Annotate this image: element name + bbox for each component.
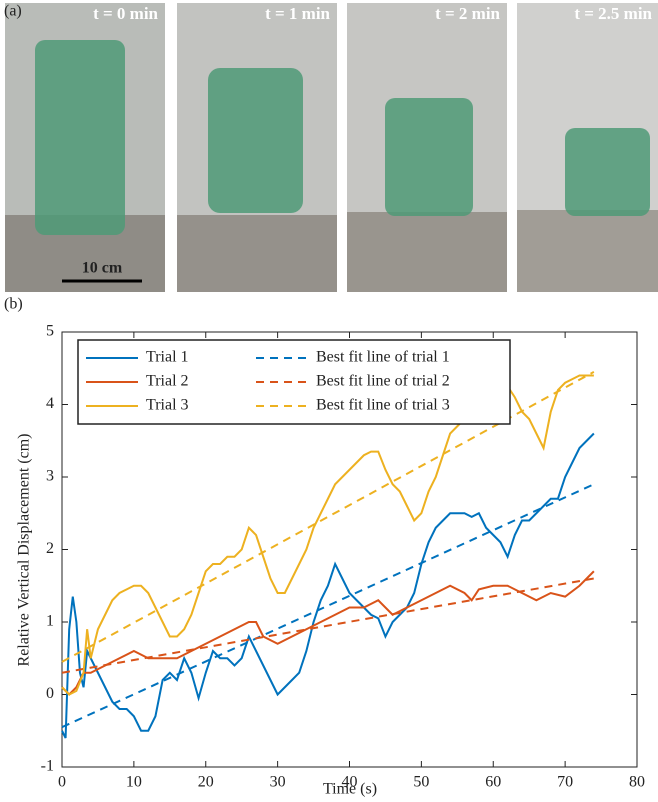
y-axis-label: Relative Vertical Displacement (cm) xyxy=(16,434,33,667)
frame-title: t = 2.5 min xyxy=(574,4,652,23)
y-tick-label: 2 xyxy=(46,540,54,557)
y-tick-label: 3 xyxy=(46,468,54,485)
photo-floor xyxy=(177,215,337,292)
legend-label: Trial 1 xyxy=(146,349,189,366)
figure: (a) t = 0 min t = 1 min t = 2 min t = 2.… xyxy=(0,0,658,802)
scale-label: 10 cm xyxy=(82,260,123,277)
x-tick-label: 50 xyxy=(413,774,429,791)
frame-title: t = 2 min xyxy=(435,4,500,23)
x-tick-label: 80 xyxy=(629,774,645,791)
y-tick-label: 1 xyxy=(46,613,54,630)
legend-label: Best fit line of trial 2 xyxy=(316,373,450,390)
x-tick-label: 70 xyxy=(557,774,573,791)
robot xyxy=(385,98,473,216)
robot xyxy=(565,128,650,216)
photo-floor xyxy=(517,210,658,292)
robot xyxy=(208,68,303,213)
y-tick-label: -1 xyxy=(41,758,54,775)
legend-label: Trial 2 xyxy=(146,373,189,390)
frame-title: t = 1 min xyxy=(265,4,330,23)
legend-label: Best fit line of trial 1 xyxy=(316,349,450,366)
panel-label: (b) xyxy=(4,296,23,313)
photo-floor xyxy=(347,212,507,292)
frame-title: t = 0 min xyxy=(93,4,158,23)
page: (a) t = 0 min t = 1 min t = 2 min t = 2.… xyxy=(0,0,658,802)
y-tick-label: 5 xyxy=(46,323,54,340)
robot xyxy=(35,40,125,235)
y-tick-label: 4 xyxy=(46,395,54,412)
legend-label: Trial 3 xyxy=(146,397,189,414)
y-tick-label: 0 xyxy=(46,685,54,702)
legend-label: Best fit line of trial 3 xyxy=(316,397,450,414)
photos xyxy=(5,3,658,292)
panel-label: (a) xyxy=(4,3,22,20)
x-tick-label: 10 xyxy=(126,774,142,791)
x-tick-label: 20 xyxy=(198,774,214,791)
x-tick-label: 40 xyxy=(342,774,358,791)
x-tick-label: 60 xyxy=(485,774,501,791)
x-tick-label: 0 xyxy=(58,774,66,791)
x-tick-label: 30 xyxy=(270,774,286,791)
